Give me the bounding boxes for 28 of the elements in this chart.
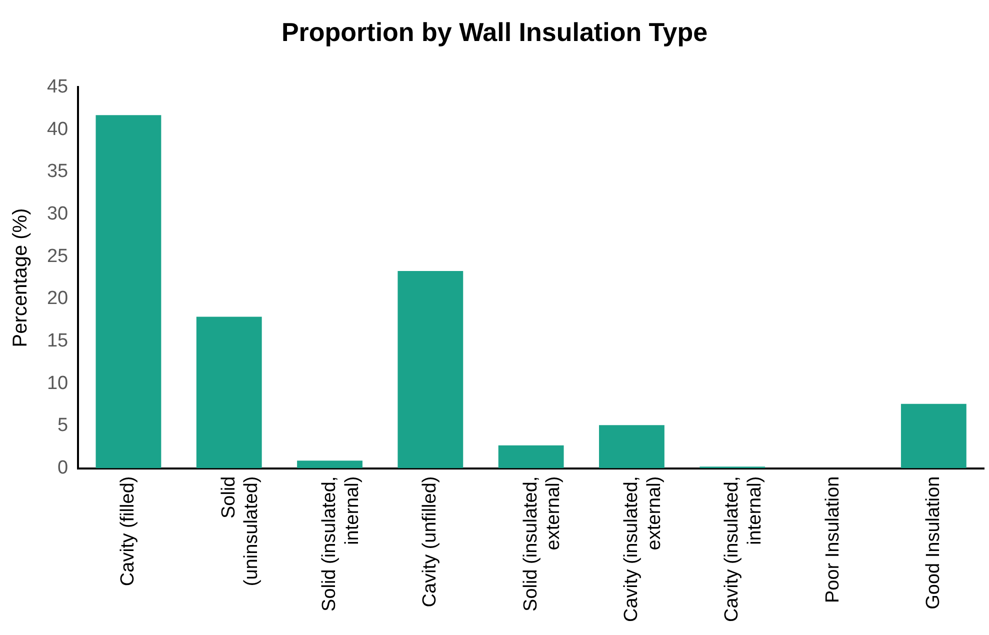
chart-title: Proportion by Wall Insulation Type xyxy=(281,16,708,47)
bar xyxy=(297,460,362,468)
y-tick-label: 5 xyxy=(58,415,68,436)
x-tick-label: Solid (uninsulated) xyxy=(218,476,262,586)
bar xyxy=(599,425,664,468)
y-tick-label: 15 xyxy=(46,330,68,352)
y-tick-label: 45 xyxy=(46,76,68,98)
y-tick-label: 30 xyxy=(46,203,68,224)
y-axis-title: Percentage (%) xyxy=(10,208,32,348)
y-tick-label: 25 xyxy=(46,246,68,267)
x-tick-label: Cavity (insulated, internal) xyxy=(722,476,766,622)
y-tick-label: 20 xyxy=(46,288,68,310)
bar xyxy=(196,316,262,468)
bar xyxy=(398,270,464,468)
bar xyxy=(498,445,564,468)
x-tick-label: Good Insulation xyxy=(922,476,944,610)
x-tick-label: Poor Insulation xyxy=(822,476,844,604)
bar xyxy=(900,404,966,468)
y-tick-label: 0 xyxy=(58,458,68,479)
x-tick-label: Solid (insulated, external) xyxy=(520,476,564,612)
x-tick-label: Cavity (unfilled) xyxy=(420,476,441,608)
x-tick-label: Solid (insulated, internal) xyxy=(319,476,363,612)
x-tick-label: Cavity (insulated, external) xyxy=(620,476,665,622)
bar xyxy=(96,115,162,468)
y-tick-label: 40 xyxy=(46,118,68,140)
y-tick-label: 10 xyxy=(46,372,68,394)
y-tick-label: 35 xyxy=(46,161,68,182)
x-tick-label: Cavity (filled) xyxy=(118,476,139,586)
